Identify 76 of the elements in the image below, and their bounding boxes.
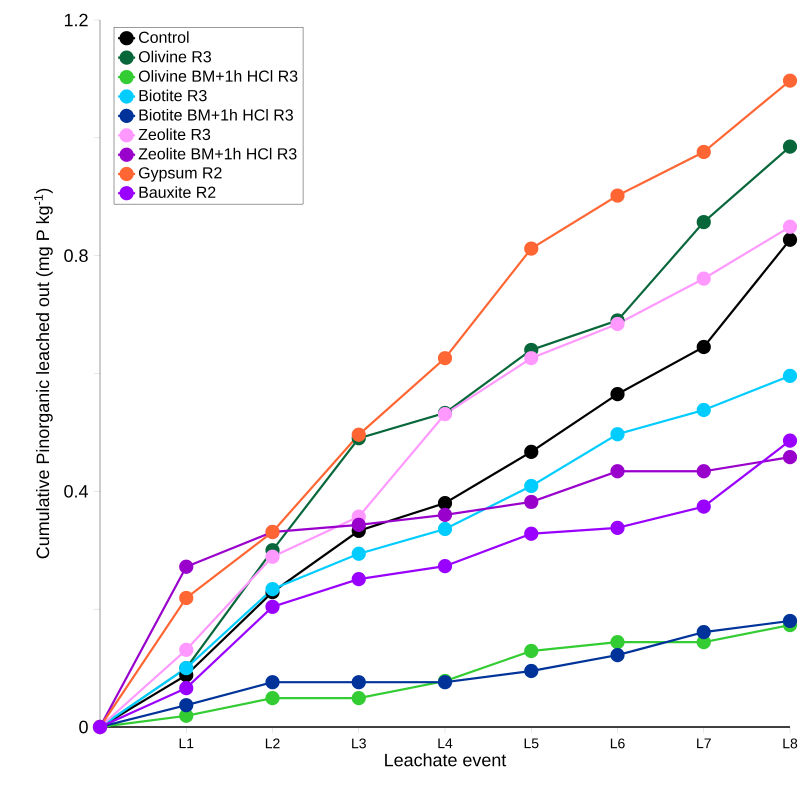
point xyxy=(610,464,625,478)
x-tick-label: L2 xyxy=(266,738,280,748)
point xyxy=(265,691,280,706)
legend-label: Biotite R3 xyxy=(140,90,207,102)
point xyxy=(610,520,625,535)
x-tick-label: L6 xyxy=(610,738,625,748)
y-tick-label: 0 xyxy=(79,720,88,734)
x-tick-label: L4 xyxy=(438,738,452,748)
x-tick-label: L3 xyxy=(352,738,366,748)
legend-label: Biotite BM+1h HCl R3 xyxy=(140,108,293,121)
point xyxy=(782,140,798,154)
legend-label: Bauxite R2 xyxy=(140,186,216,198)
point xyxy=(352,675,366,690)
point xyxy=(179,560,194,574)
point xyxy=(782,450,798,464)
point xyxy=(610,648,625,662)
point xyxy=(696,500,711,514)
legend-label: Olivine R3 xyxy=(138,50,211,62)
point xyxy=(438,508,452,522)
point xyxy=(438,522,452,536)
x-tick-label: L5 xyxy=(524,738,538,748)
legend-label: Control xyxy=(139,31,189,43)
y-tick-label: 0.4 xyxy=(64,484,88,498)
x-axis-title: Leachate event xyxy=(385,753,506,766)
point xyxy=(524,241,538,256)
point xyxy=(524,644,538,658)
point xyxy=(438,559,452,574)
point xyxy=(179,698,194,712)
point xyxy=(782,232,798,247)
x-tick-label: L7 xyxy=(697,738,711,748)
point xyxy=(179,642,194,657)
point xyxy=(352,428,366,442)
point xyxy=(265,550,280,564)
point xyxy=(524,664,538,678)
point xyxy=(352,546,366,561)
point xyxy=(610,427,625,442)
point xyxy=(265,675,280,690)
legend-label: Gypsum R2 xyxy=(138,167,222,182)
point xyxy=(524,526,538,541)
point xyxy=(610,188,625,203)
point xyxy=(782,614,798,628)
point xyxy=(265,600,280,614)
y-tick-label: 0.8 xyxy=(64,249,88,262)
legend-label: Zeolite BM+1h HCl R3 xyxy=(138,148,296,160)
point xyxy=(524,478,538,494)
point xyxy=(265,582,280,596)
point xyxy=(696,214,711,230)
point xyxy=(352,518,366,532)
point xyxy=(696,144,711,160)
point xyxy=(524,351,538,366)
point xyxy=(782,220,798,234)
point xyxy=(352,572,366,586)
point xyxy=(696,402,711,418)
point xyxy=(179,590,194,606)
point xyxy=(610,387,625,402)
x-tick-label: L1 xyxy=(180,738,194,748)
point xyxy=(782,368,798,383)
point xyxy=(610,635,625,650)
y-tick-label: 1.2 xyxy=(64,14,88,26)
point xyxy=(438,496,452,510)
point xyxy=(610,316,625,332)
point xyxy=(696,340,711,354)
point xyxy=(524,494,538,510)
x-tick-label: L8 xyxy=(783,738,798,748)
point xyxy=(438,351,452,366)
legend-label: Zeolite R3 xyxy=(138,128,210,140)
y-axis-title: Cumulative Pinorganic leached out (mg P kg$^{-1}$) xyxy=(34,188,53,558)
point xyxy=(696,464,711,478)
point xyxy=(782,434,798,448)
point xyxy=(179,681,194,696)
point xyxy=(696,625,711,640)
point xyxy=(352,691,366,706)
point xyxy=(782,74,798,88)
legend-label: Olivine BM+1h HCl R3 xyxy=(138,70,298,82)
point xyxy=(524,444,538,459)
point xyxy=(696,272,711,286)
